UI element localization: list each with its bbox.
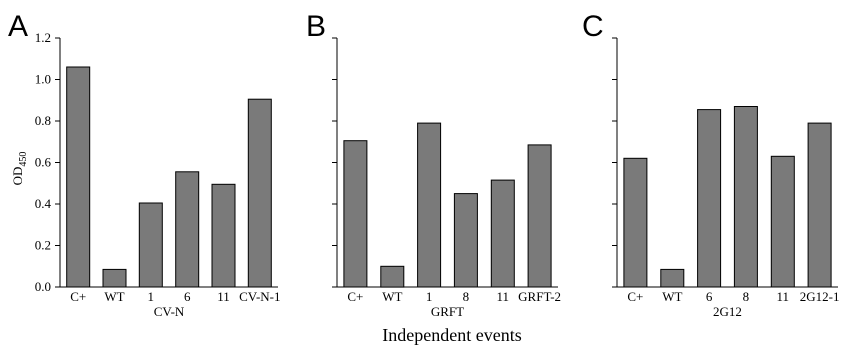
panel-letter: C [582, 10, 604, 43]
y-axis-title: OD450 [10, 152, 29, 186]
x-tick-label: 2G12-1 [800, 289, 840, 304]
shared-x-axis-label: Independent events [382, 325, 521, 345]
bar-1 [417, 122, 442, 288]
bar-6 [697, 109, 722, 288]
y-tick-label: 0.4 [35, 196, 52, 211]
bar-8 [733, 106, 758, 288]
y-tick-label: 1.0 [35, 72, 51, 87]
bar-c- [66, 66, 91, 288]
y-tick-label: 0.6 [35, 155, 52, 170]
bar-11 [770, 155, 795, 288]
bar-c- [623, 157, 648, 288]
y-axis-title-subscript: 450 [18, 152, 29, 167]
x-tick-label: 1 [148, 289, 155, 304]
x-tick-label: GRFT-2 [518, 289, 561, 304]
panel-c: C C+ WT 6 8 11 2G12-1 2G12 [582, 10, 839, 319]
x-tick-label: WT [382, 289, 402, 304]
bar-8 [453, 193, 478, 288]
bar-1 [138, 202, 163, 288]
bar-11 [490, 179, 515, 288]
x-axis-group-label: 2G12 [713, 304, 742, 319]
x-tick-label: 11 [497, 289, 510, 304]
bar-2g12-1 [807, 122, 832, 288]
x-tick-label: WT [662, 289, 682, 304]
y-tick-label: 0.8 [35, 113, 51, 128]
bar-11 [211, 183, 236, 288]
bar-wt [102, 268, 127, 288]
bar-wt [380, 265, 405, 288]
panels: A 0.0 0.2 0.4 0.6 0.8 1.0 1.2 C+ WT 1 6 11 CV-N-1 CV-N… [8, 10, 839, 319]
y-axis-title-main: OD [10, 167, 25, 186]
bar-wt [660, 268, 685, 288]
x-tick-label: C+ [627, 289, 643, 304]
x-tick-label: 11 [217, 289, 230, 304]
bar-c- [343, 140, 368, 288]
x-axis-group-label: GRFT [431, 304, 464, 319]
panel-letter: A [8, 10, 28, 43]
x-tick-label: 11 [777, 289, 790, 304]
x-tick-label: 8 [743, 289, 750, 304]
x-tick-label: 1 [426, 289, 433, 304]
x-tick-label: C+ [347, 289, 363, 304]
panel-b: B C+ WT 1 8 11 GRFT-2 GRFT [306, 10, 561, 319]
y-tick-label: 0.0 [35, 279, 51, 294]
x-tick-label: 6 [184, 289, 191, 304]
x-axis-group-label: CV-N [154, 304, 185, 319]
panel-letter: B [306, 10, 326, 43]
panel-a: A 0.0 0.2 0.4 0.6 0.8 1.0 1.2 C+ WT 1 6 11 CV-N-1 CV-N… [8, 10, 281, 319]
x-tick-label: WT [104, 289, 124, 304]
bar-grft-2 [527, 144, 552, 288]
x-tick-label: 6 [706, 289, 713, 304]
bar-6 [175, 171, 200, 288]
y-tick-label: 0.2 [35, 238, 51, 253]
x-tick-label: CV-N-1 [239, 289, 280, 304]
x-tick-label: 8 [463, 289, 470, 304]
x-tick-label: C+ [70, 289, 86, 304]
bar-cv-n-1 [247, 98, 272, 288]
y-tick-label: 1.2 [35, 30, 51, 45]
